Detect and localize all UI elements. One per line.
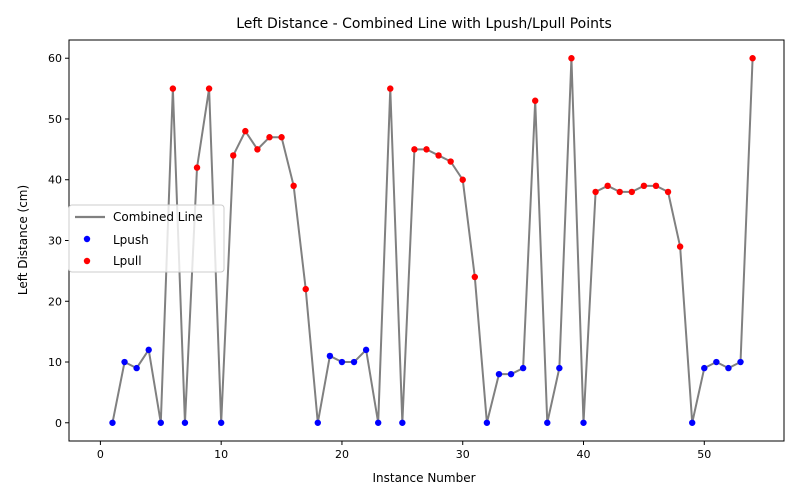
lpull-point	[387, 85, 394, 92]
x-ticks: 0 10 20 30 40 50	[97, 441, 711, 461]
lpush-point	[495, 370, 503, 378]
x-tick-label: 30	[456, 448, 470, 461]
legend-lpush-swatch	[83, 235, 91, 243]
lpush-point	[338, 358, 346, 366]
y-tick-label: 30	[48, 235, 62, 248]
legend-box	[68, 204, 225, 273]
lpush-point	[145, 346, 152, 354]
lpull-point	[640, 182, 648, 190]
x-tick-label: 40	[577, 448, 591, 461]
lpush-point	[133, 364, 140, 372]
lpush-point	[217, 419, 225, 426]
lpull-point	[290, 182, 297, 190]
lpull-point	[435, 152, 442, 159]
lpull-point	[568, 55, 575, 62]
lpush-point	[157, 419, 164, 426]
lpush-point	[374, 419, 382, 426]
y-tick-label: 20	[48, 295, 62, 308]
lpull-point	[254, 146, 261, 153]
lpush-point	[399, 419, 406, 426]
y-ticks: 0 10 20 30 40 50 60	[48, 52, 69, 430]
lpull-point	[616, 188, 623, 196]
y-tick-label: 10	[48, 356, 62, 369]
x-tick-label: 50	[697, 448, 711, 461]
lpull-point	[676, 243, 684, 250]
lpull-point	[471, 273, 479, 281]
lpush-point	[483, 419, 491, 426]
legend-label-lpull: Lpull	[113, 254, 142, 268]
lpush-point	[507, 370, 515, 378]
x-tick-label: 10	[214, 448, 228, 461]
lpush-point	[713, 358, 720, 366]
lpush-point	[314, 419, 322, 426]
lpull-point	[664, 188, 672, 196]
lpull-point	[205, 85, 213, 92]
y-tick-label: 50	[48, 113, 62, 126]
lpull-point	[628, 188, 636, 196]
lpush-point	[519, 364, 527, 372]
lpush-point	[109, 419, 116, 426]
lpush-point	[556, 364, 563, 372]
lpush-point	[362, 346, 370, 354]
lpush-point	[121, 358, 128, 366]
lpull-point	[604, 182, 611, 190]
chart-title: Left Distance - Combined Line with Lpush…	[236, 16, 612, 32]
lpush-point	[350, 358, 358, 366]
y-tick-label: 60	[48, 52, 62, 65]
lpush-point	[326, 352, 334, 360]
lpull-point	[266, 134, 273, 141]
lpull-point	[278, 134, 285, 141]
lpush-point	[725, 364, 732, 372]
lpull-point	[230, 152, 237, 159]
x-axis-label: Instance Number	[372, 471, 475, 485]
legend: Combined Line Lpush Lpull	[68, 204, 225, 273]
y-axis-label: Left Distance (cm)	[16, 185, 30, 295]
lpull-point	[749, 55, 756, 62]
lpull-point	[423, 146, 430, 153]
lpull-point	[411, 146, 418, 153]
lpush-point	[181, 419, 189, 426]
lpull-point	[193, 164, 201, 171]
lpush-point	[701, 364, 708, 372]
lpush-point	[737, 358, 744, 366]
lpush-point	[544, 419, 551, 426]
y-tick-label: 0	[55, 417, 62, 430]
lpull-point	[592, 188, 599, 196]
lpull-point	[652, 182, 660, 190]
lpush-point	[689, 419, 696, 426]
lpull-point	[169, 85, 177, 92]
lpush-point	[580, 419, 587, 426]
lpull-point	[459, 176, 466, 183]
legend-lpull-swatch	[83, 257, 91, 265]
x-tick-label: 0	[97, 448, 104, 461]
lpull-point	[531, 97, 539, 104]
points-group	[109, 55, 756, 426]
y-tick-label: 40	[48, 174, 62, 187]
legend-label-combined: Combined Line	[113, 210, 203, 224]
legend-label-lpush: Lpush	[113, 233, 149, 247]
lpull-point	[242, 127, 249, 135]
lpull-point	[302, 285, 309, 293]
x-tick-label: 20	[335, 448, 349, 461]
lpull-point	[447, 158, 454, 165]
